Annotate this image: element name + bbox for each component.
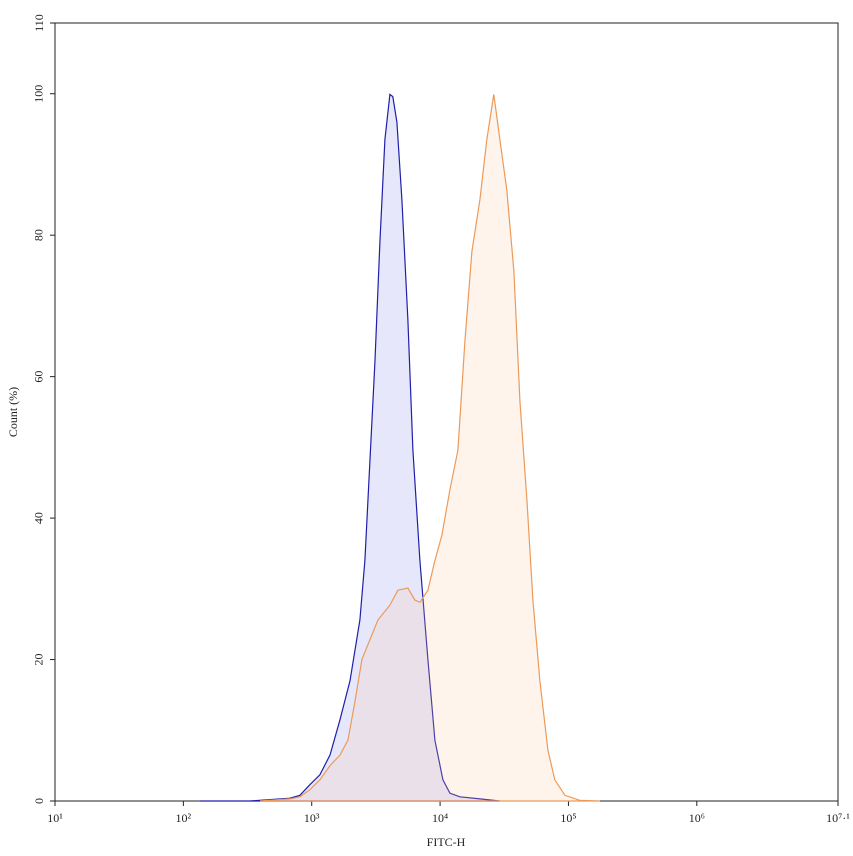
x-tick-label: 10⁷·¹ (826, 811, 850, 825)
x-tick-label: 10³ (304, 811, 320, 825)
y-tick-label: 0 (32, 798, 46, 804)
y-tick-label: 60 (32, 371, 46, 383)
y-tick-label: 80 (32, 229, 46, 241)
area (200, 93, 500, 802)
y-tick-label: 40 (32, 512, 46, 524)
y-tick-label: 20 (32, 654, 46, 666)
x-tick-label: 10⁴ (432, 811, 448, 825)
y-tick-label: 100 (32, 85, 46, 103)
x-tick-label: 10⁶ (689, 811, 705, 825)
x-tick-label: 10² (176, 811, 192, 825)
area (259, 94, 600, 802)
x-axis-title: FITC-H (427, 835, 466, 849)
y-axis-title: Count (%) (6, 387, 20, 437)
x-tick-label: 10¹ (47, 811, 63, 825)
y-tick-label: 110 (32, 14, 46, 32)
x-tick-label: 10⁵ (560, 811, 576, 825)
